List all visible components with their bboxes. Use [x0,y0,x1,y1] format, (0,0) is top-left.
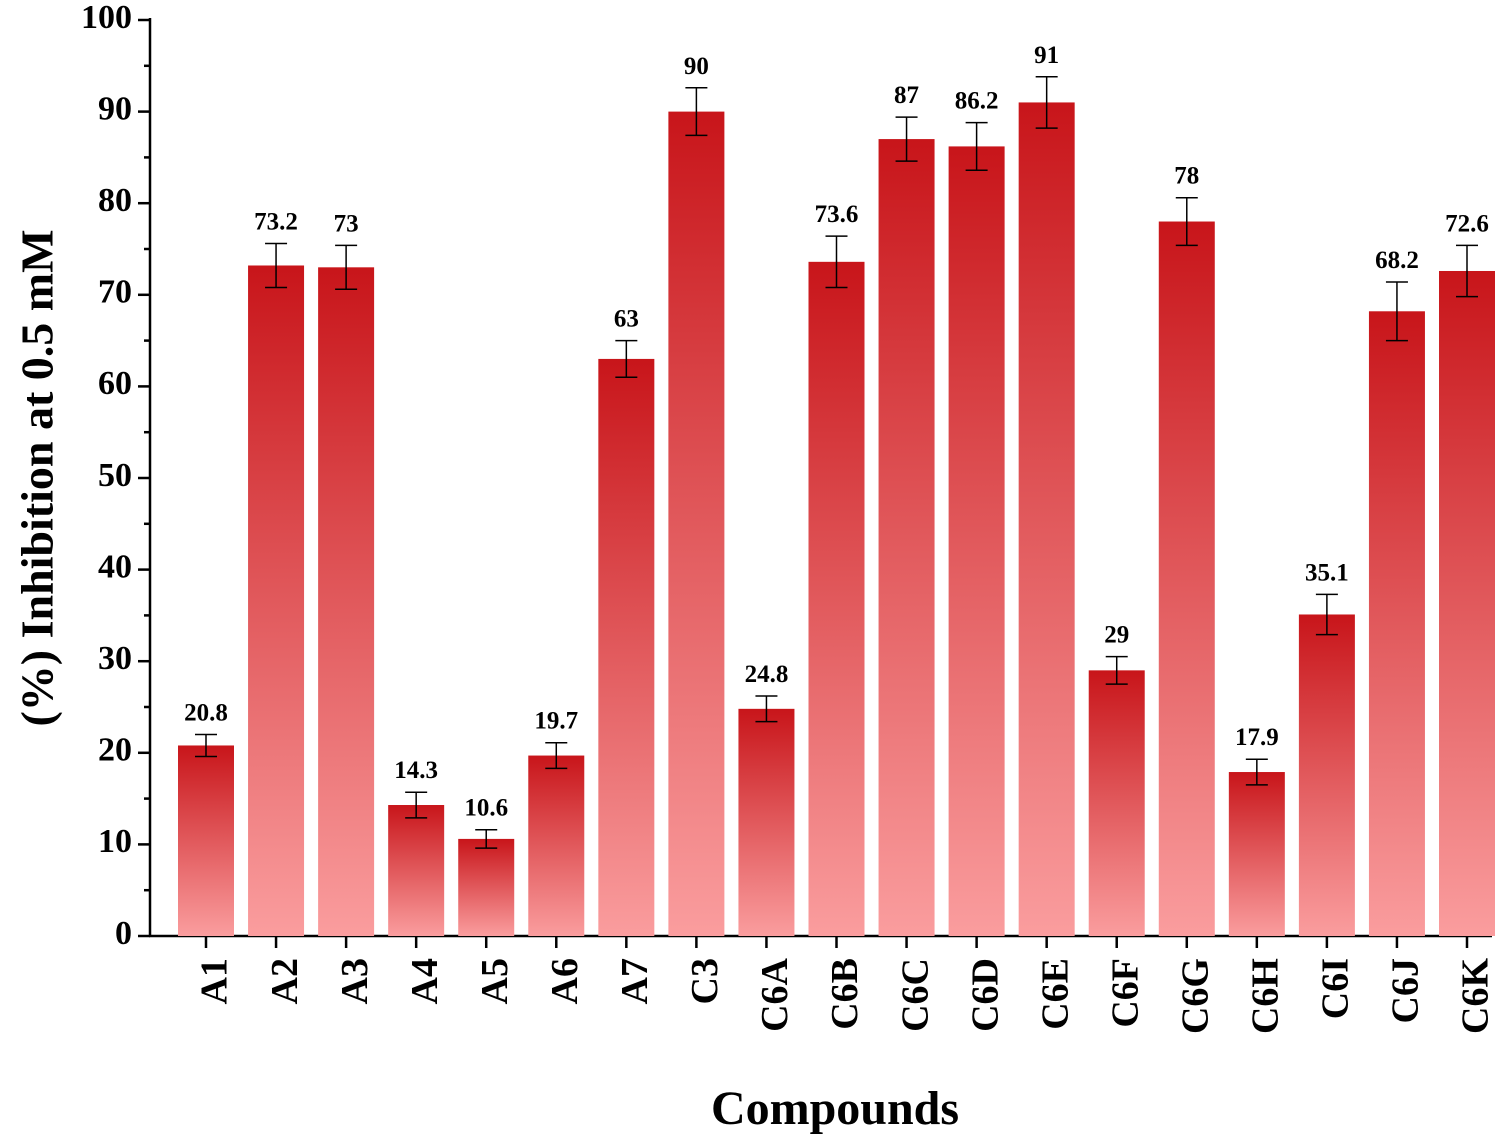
x-tick-label: C6J [1385,958,1427,1023]
bar [1088,670,1145,936]
x-tick-label: C6F [1104,958,1146,1028]
x-tick-label: C6I [1315,958,1357,1019]
x-tick-label: A5 [474,958,516,1004]
bar [1158,221,1215,936]
x-axis-label: Compounds [711,1082,959,1135]
bar [808,261,865,937]
value-label: 73.2 [254,209,298,236]
x-tick-label: C6C [894,958,936,1032]
bar [318,267,375,936]
value-label: 72.6 [1445,210,1489,237]
x-tick-label: A2 [264,958,306,1004]
bar [878,139,935,936]
x-tick-label: C6D [964,958,1006,1032]
value-label: 68.2 [1375,247,1419,274]
value-label: 78 [1174,163,1199,190]
y-tick-label: 30 [98,640,132,677]
x-tick-label: A6 [544,958,586,1004]
x-tick-label: C6B [824,958,866,1030]
x-tick-label: C6E [1034,958,1076,1030]
y-tick-label: 80 [98,182,132,219]
y-tick-label: 0 [115,915,132,952]
value-label: 10.6 [464,795,508,822]
bar [248,265,305,936]
value-label: 73.6 [815,201,859,228]
value-label: 90 [684,53,709,80]
value-label: 87 [894,82,919,109]
x-tick-label: C3 [684,958,726,1004]
bar [668,111,725,937]
x-tick-label: C6G [1174,958,1216,1034]
bar [1018,102,1075,936]
y-tick-label: 20 [98,732,132,769]
value-label: 17.9 [1235,724,1279,751]
bar [1228,772,1285,936]
value-label: 91 [1034,42,1059,69]
x-tick-label: A3 [334,958,376,1004]
y-tick-label: 60 [98,365,132,402]
x-tick-label: A4 [404,958,446,1004]
y-tick-label: 40 [98,548,132,585]
bar [528,755,585,936]
bar [1298,614,1355,936]
y-tick-label: 70 [98,274,132,311]
bar [598,358,655,936]
value-label: 29 [1104,622,1129,649]
y-axis-label: (%) Inhibition at 0.5 mM [12,229,63,726]
value-label: 35.1 [1305,559,1349,586]
bar [948,146,1005,936]
bar [388,805,445,936]
value-label: 63 [614,306,639,333]
bar [1439,270,1495,936]
y-tick-label: 90 [98,90,132,127]
x-tick-label: C6H [1245,958,1287,1034]
bar [738,708,795,936]
value-label: 86.2 [955,88,999,115]
value-label: 73 [334,210,359,237]
bar [458,838,515,936]
x-tick-label: C6A [754,957,796,1031]
y-tick-label: 10 [98,823,132,860]
bar [178,745,234,936]
value-label: 19.7 [534,708,578,735]
bar [1368,311,1425,937]
value-label: 20.8 [184,699,228,726]
x-tick-label: A1 [194,958,236,1004]
x-tick-label: A7 [614,958,656,1004]
x-tick-label: C6K [1455,958,1497,1034]
value-label: 24.8 [745,661,789,688]
value-label: 14.3 [394,757,438,784]
y-tick-label: 50 [98,457,132,494]
y-tick-label: 100 [81,0,132,36]
